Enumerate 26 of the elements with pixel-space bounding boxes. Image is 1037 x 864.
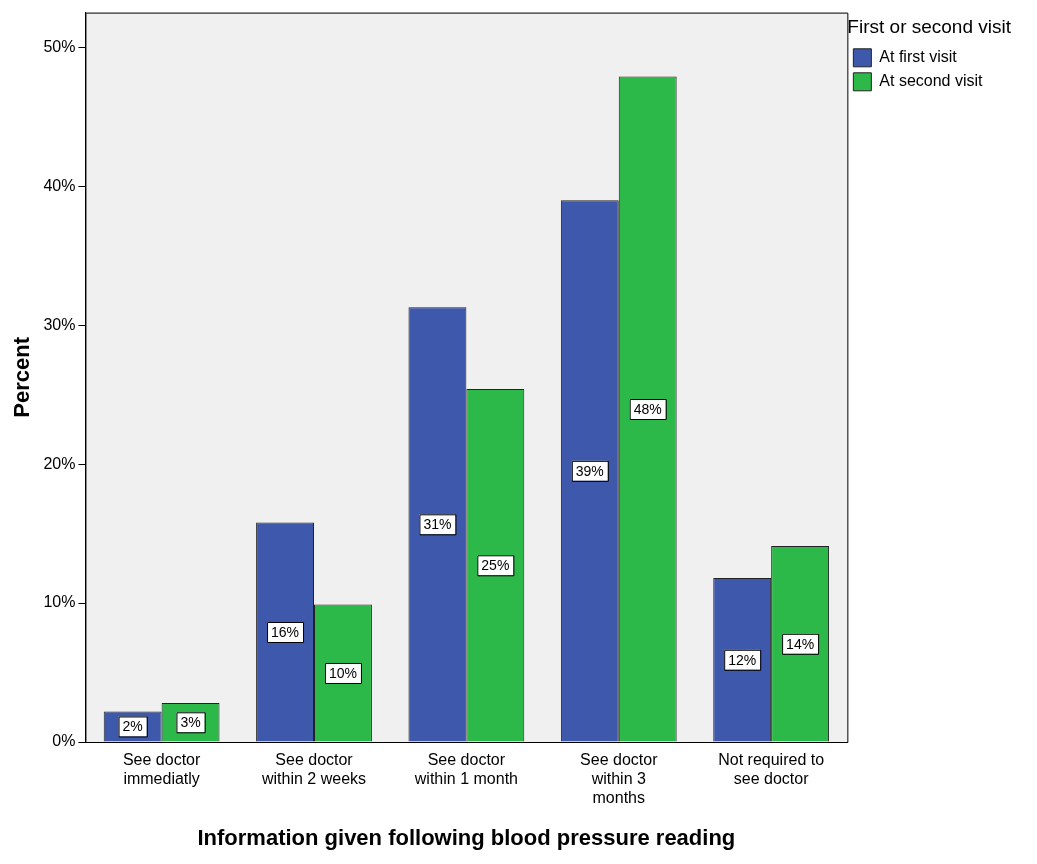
legend-label: At second visit xyxy=(879,72,984,90)
y-tick-label: 50% xyxy=(43,37,76,55)
data-label: 10% xyxy=(328,664,357,681)
y-tick-label: 40% xyxy=(43,176,76,194)
y-tick-label: 0% xyxy=(52,732,76,750)
y-tick-label: 30% xyxy=(43,315,76,333)
y-axis-title: Percent xyxy=(9,336,35,418)
data-label: 39% xyxy=(575,462,604,479)
legend-label: At first visit xyxy=(879,48,958,66)
data-label: 31% xyxy=(423,516,452,533)
x-tick-label: See doctor within 2 weeks xyxy=(260,751,367,788)
data-label: 25% xyxy=(481,557,510,574)
data-label: 14% xyxy=(786,635,815,652)
x-tick-label: See doctor within 1 month xyxy=(413,751,518,788)
y-tick-label: 10% xyxy=(43,593,76,611)
legend-title: First or second visit xyxy=(847,15,1012,37)
x-tick-label: See doctor immediatly xyxy=(122,751,201,788)
data-label: 48% xyxy=(633,400,662,417)
x-tick-label: See doctor within 3 months xyxy=(580,751,659,807)
x-axis-title: Information given following blood pressure reading xyxy=(197,824,736,850)
data-label: 16% xyxy=(271,623,300,640)
y-tick-label: 20% xyxy=(43,454,76,472)
x-tick-label: Not required to see doctor xyxy=(718,751,825,788)
data-label: 3% xyxy=(180,714,201,731)
data-label: 2% xyxy=(122,718,143,735)
data-label: 12% xyxy=(728,651,757,668)
